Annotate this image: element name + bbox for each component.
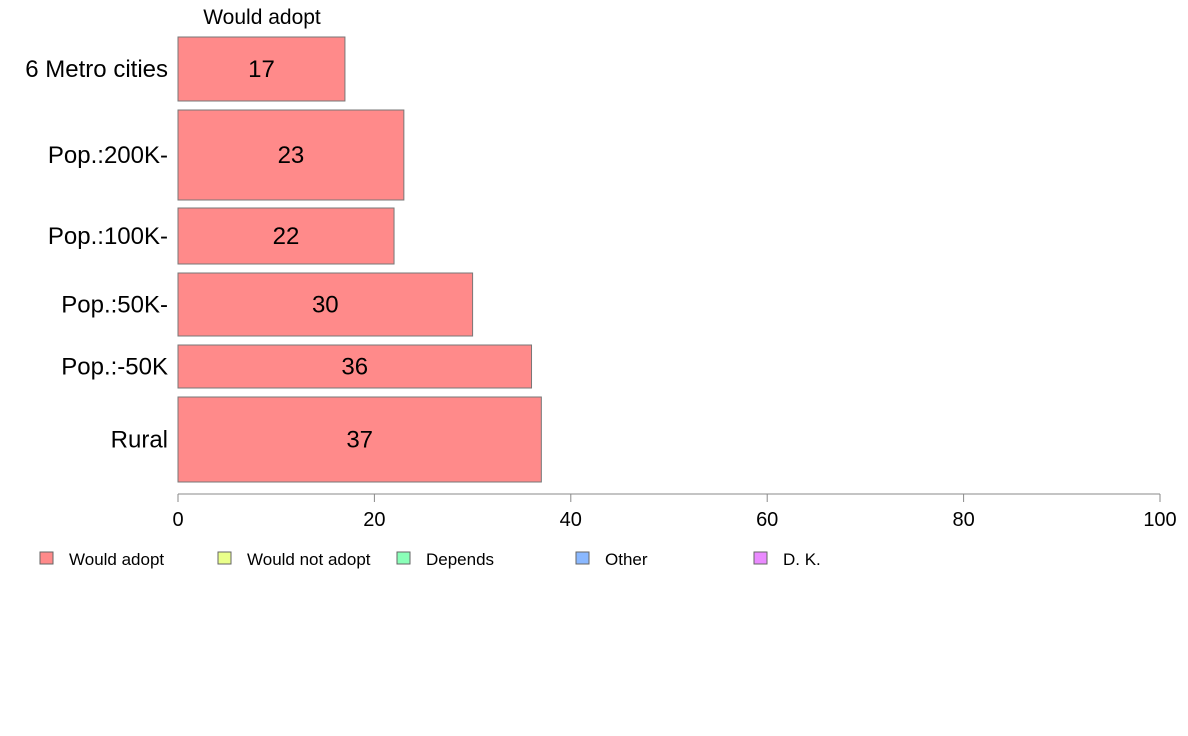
bar-value-label: 30 — [312, 292, 339, 319]
panel-title: Would adopt — [203, 6, 321, 29]
bar-value-label: 17 — [248, 56, 275, 83]
legend-label: D. K. — [783, 550, 821, 569]
bar — [177, 272, 474, 337]
bar — [177, 207, 395, 265]
x-tick-label: 20 — [363, 509, 385, 531]
legend-swatch — [753, 551, 768, 565]
bar — [177, 36, 346, 102]
legend-label: Would not adopt — [247, 550, 371, 569]
x-tick-label: 40 — [560, 509, 582, 531]
legend-label: Would adopt — [69, 550, 164, 569]
category-label: Rural — [111, 427, 168, 454]
category-label: Pop.:50K- — [61, 292, 168, 319]
x-tick-label: 60 — [756, 509, 778, 531]
legend-label: Other — [605, 550, 648, 569]
legend-label: Depends — [426, 550, 494, 569]
bar-value-label: 22 — [273, 223, 300, 250]
legend-swatch — [39, 551, 54, 565]
x-tick-label: 80 — [952, 509, 974, 531]
bars-group: 17 6 Metro cities 23 Pop.:200K- 22 Pop.:100K-… — [25, 36, 542, 483]
bar-value-label: 36 — [341, 354, 368, 381]
category-label: Pop.:100K- — [48, 223, 168, 250]
x-tick-label: 0 — [172, 509, 183, 531]
legend-swatch — [396, 551, 411, 565]
x-tick-label: 100 — [1143, 509, 1176, 531]
bar-value-label: 23 — [278, 142, 305, 169]
bar — [177, 109, 405, 201]
category-label: Pop.:200K- — [48, 142, 168, 169]
category-label: Pop.:-50K — [61, 354, 168, 381]
legend: Would adopt Would not adopt Depends Other D.… — [39, 550, 821, 569]
x-axis: 0 20 40 60 80 100 — [172, 493, 1177, 531]
category-label: 6 Metro cities — [25, 56, 168, 83]
bar — [177, 344, 533, 389]
bar — [177, 396, 542, 483]
legend-swatch — [217, 551, 232, 565]
legend-swatch — [575, 551, 590, 565]
bar-value-label: 37 — [346, 427, 373, 454]
